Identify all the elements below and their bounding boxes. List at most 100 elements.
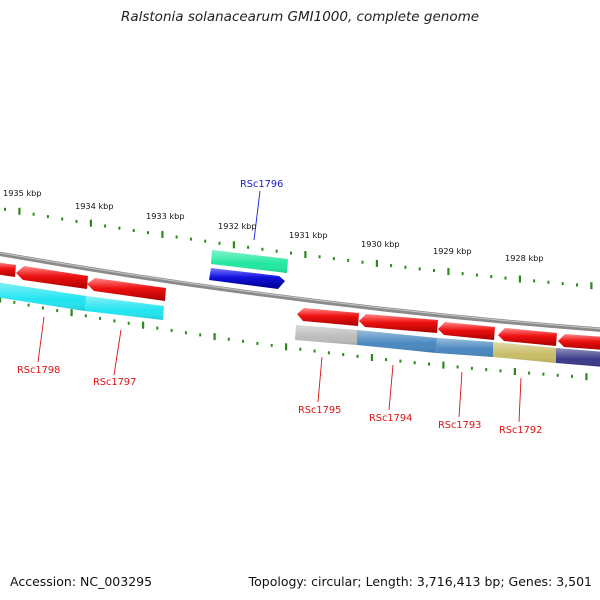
tick-outer-minor <box>261 247 264 251</box>
gene-label-RSc1796[interactable]: RSc1796 <box>240 179 283 190</box>
gene-RSc1796[interactable] <box>209 250 288 289</box>
tick-inner-minor <box>356 354 359 358</box>
gene-label-RSc1794[interactable]: RSc1794 <box>369 413 412 424</box>
tick-outer-minor <box>247 245 250 249</box>
tick-inner-minor <box>470 366 473 370</box>
tick-inner-minor <box>528 371 531 375</box>
tick-inner-minor <box>456 365 459 369</box>
gene-label-RSc1797[interactable]: RSc1797 <box>93 377 136 388</box>
tick-outer-major <box>161 230 164 238</box>
tick-outer-minor <box>318 255 321 259</box>
tick-outer-minor <box>75 219 78 223</box>
tick-label-1929: 1929 kbp <box>433 246 472 256</box>
tick-inner-minor <box>13 300 16 304</box>
tick-outer-minor <box>147 231 149 235</box>
gene-RSc1794[interactable] <box>357 314 438 353</box>
tick-marks-outer <box>4 207 593 290</box>
gene-RSc1797[interactable] <box>85 278 166 320</box>
label-leaders <box>37 190 522 423</box>
tick-outer-minor <box>561 282 564 286</box>
tick-inner-minor <box>413 361 416 365</box>
tick-outer-minor <box>404 265 407 269</box>
tick-outer-minor <box>533 279 536 283</box>
cds-arrow-RSc1797 <box>87 278 166 301</box>
gene-label-RSc1793[interactable]: RSc1793 <box>438 420 481 431</box>
tick-inner-minor <box>342 353 345 357</box>
tick-outer-major <box>518 275 521 283</box>
tick-inner-major <box>142 321 145 329</box>
tick-inner-minor <box>313 349 316 353</box>
tick-outer-major <box>18 207 21 215</box>
gene-RSc1798[interactable] <box>0 262 88 311</box>
tick-outer-minor <box>218 241 221 245</box>
genome-summary-text: Topology: circular; Length: 3,716,413 bp… <box>248 574 592 589</box>
genome-backbone-highlight <box>0 252 600 330</box>
tick-inner-minor <box>227 337 230 341</box>
tick-inner-minor <box>542 372 545 376</box>
tick-inner-major <box>585 373 588 381</box>
gene-label-RSc1798[interactable]: RSc1798 <box>17 365 60 376</box>
tick-outer-minor <box>4 207 6 211</box>
tick-outer-minor <box>175 235 178 239</box>
outer-tick-track: 1935 kbp 1934 kbp 1933 kbp 1932 kbp 1931… <box>3 188 593 290</box>
tick-outer-major <box>89 219 92 227</box>
gene-label-RSc1795[interactable]: RSc1795 <box>298 405 341 416</box>
tick-inner-minor <box>499 369 502 373</box>
gene-RSc1793[interactable] <box>436 322 495 357</box>
tick-outer-minor <box>118 226 121 230</box>
tick-inner-minor <box>84 314 87 318</box>
tick-outer-minor <box>547 280 550 284</box>
tick-outer-minor <box>204 239 207 243</box>
tick-outer-minor <box>132 229 135 232</box>
tick-inner-minor <box>256 341 259 345</box>
tick-inner-minor <box>327 351 330 355</box>
tick-label-1935: 1935 kbp <box>3 188 42 198</box>
gene-label-RSc1792[interactable]: RSc1792 <box>499 425 542 436</box>
tick-inner-minor <box>242 339 245 343</box>
tick-inner-minor <box>399 359 402 363</box>
tick-outer-major <box>590 282 593 290</box>
tick-label-1934: 1934 kbp <box>75 201 114 211</box>
tick-outer-minor <box>490 275 493 279</box>
tick-outer-minor <box>361 260 364 264</box>
tick-inner-minor <box>184 331 187 335</box>
gene-RSc1792[interactable] <box>493 328 557 363</box>
tick-outer-minor <box>290 251 292 255</box>
cds-arrow-RSc1798 <box>0 262 16 277</box>
cds-arrow-RSc1794 <box>359 314 438 333</box>
tick-outer-minor <box>275 249 278 253</box>
tick-label-1928: 1928 kbp <box>505 253 544 263</box>
gene-next-partial <box>556 334 600 367</box>
tick-label-1930: 1930 kbp <box>361 239 400 249</box>
cds-arrow-RSc1792 <box>498 328 557 346</box>
tick-outer-minor <box>347 258 350 262</box>
map-title: Ralstonia solanacearum GMI1000, complete… <box>120 9 480 25</box>
tick-inner-minor <box>99 316 102 320</box>
tick-outer-minor <box>332 257 335 261</box>
tick-inner-minor <box>428 362 430 366</box>
tick-inner-minor <box>113 319 116 323</box>
tick-label-1931: 1931 kbp <box>289 230 328 240</box>
tick-inner-minor <box>27 303 30 307</box>
tick-outer-minor <box>433 269 435 272</box>
tick-inner-minor <box>156 326 159 330</box>
tick-inner-minor <box>270 343 273 347</box>
tick-label-1933: 1933 kbp <box>146 211 185 221</box>
tick-inner-major <box>442 361 445 369</box>
tick-inner-major <box>70 309 73 317</box>
tick-marks-inner <box>0 295 588 381</box>
tick-outer-minor <box>576 283 578 287</box>
tick-inner-minor <box>170 328 173 332</box>
tick-outer-minor <box>418 267 421 271</box>
tick-inner-major <box>370 354 373 361</box>
tick-inner-minor <box>571 374 573 378</box>
accession-text: Accession: NC_003295 <box>10 574 153 589</box>
tick-label-1932: 1932 kbp <box>218 221 257 231</box>
tick-outer-minor <box>104 224 107 228</box>
gene-RSc1795[interactable] <box>295 308 359 345</box>
genome-backbone <box>0 251 600 332</box>
tick-inner-minor <box>41 306 44 310</box>
tick-inner-minor <box>385 358 388 362</box>
